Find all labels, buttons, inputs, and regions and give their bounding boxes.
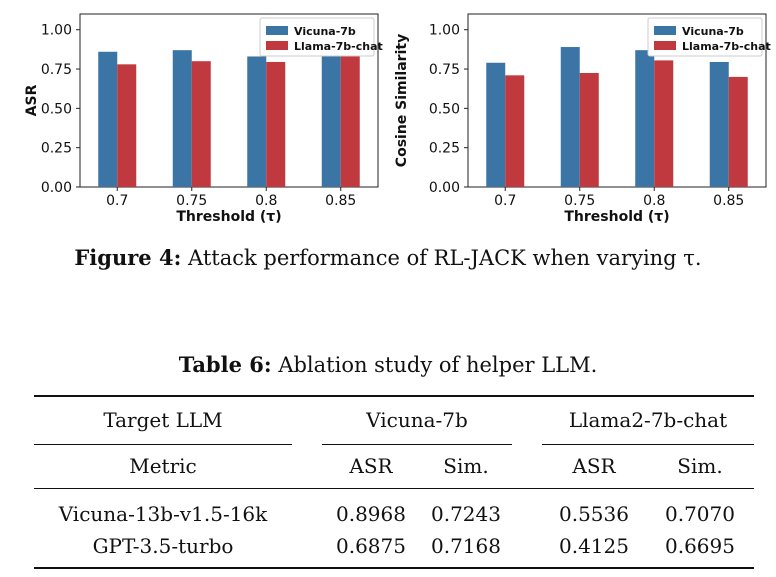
y-tick-label: 0.00 bbox=[429, 180, 460, 196]
y-tick-label: 0.75 bbox=[429, 62, 460, 78]
legend-label: Vicuna-7b bbox=[682, 25, 744, 38]
x-tick-label: 0.85 bbox=[325, 193, 356, 209]
bar-vicuna bbox=[486, 62, 506, 187]
bar-llama bbox=[654, 60, 674, 187]
legend-box bbox=[647, 17, 763, 57]
x-tick-label: 0.75 bbox=[564, 193, 595, 209]
cell-vicuna-asr: 0.6875 bbox=[336, 533, 406, 558]
bar-llama bbox=[505, 75, 525, 187]
y-tick-label: 0.50 bbox=[429, 101, 460, 117]
bar-llama bbox=[191, 61, 211, 187]
legend-swatch bbox=[654, 41, 676, 50]
y-tick-label: 0.25 bbox=[429, 141, 460, 157]
vicuna-asr-header: ASR bbox=[349, 454, 393, 478]
table-header-row-1: Target LLM Vicuna-7b Llama2-7b-chat bbox=[34, 396, 754, 445]
bar-vicuna bbox=[98, 51, 118, 187]
cell-llama-asr: 0.4125 bbox=[559, 533, 629, 558]
table-caption-label: Table 6: bbox=[178, 352, 272, 377]
table-caption: Table 6: Ablation study of helper LLM. bbox=[0, 352, 776, 377]
figure-caption-text: Attack performance of RL-JACK when varyi… bbox=[188, 246, 702, 270]
bar-vicuna bbox=[560, 47, 580, 188]
legend-box bbox=[259, 17, 375, 57]
cell-llama-sim: 0.7070 bbox=[665, 502, 735, 527]
x-axis-title: Threshold (τ) bbox=[176, 209, 281, 225]
cosine-similarity-bar-chart: 0.00 0.25 0.50 0.75 1.00 0.7 0.75 0.8 0.85 Thresh… bbox=[394, 13, 771, 225]
row-model-name: Vicuna-13b-v1.5-16k bbox=[58, 502, 268, 527]
metric-header: Metric bbox=[129, 454, 197, 478]
legend-swatch bbox=[266, 41, 288, 50]
x-tick-label: 0.8 bbox=[255, 193, 277, 209]
bar-vicuna bbox=[247, 56, 267, 187]
vicuna-sim-header: Sim. bbox=[443, 454, 489, 478]
bar-llama bbox=[266, 61, 286, 187]
bar-vicuna bbox=[172, 50, 192, 187]
bar-llama bbox=[728, 76, 748, 187]
y-tick-label: 1.00 bbox=[429, 23, 460, 39]
cell-vicuna-sim: 0.7168 bbox=[431, 533, 501, 558]
plot-frame bbox=[79, 13, 379, 188]
legend-label: Vicuna-7b bbox=[294, 25, 356, 38]
table-caption-text: Ablation study of helper LLM. bbox=[278, 353, 598, 377]
y-tick-label: 1.00 bbox=[41, 23, 72, 39]
table-header-row-2: Metric ASR Sim. ASR Sim. bbox=[34, 444, 754, 488]
table-row: Vicuna-13b-v1.5-16k 0.8968 0.7243 0.5536… bbox=[34, 488, 754, 530]
llama-sim-header: Sim. bbox=[677, 454, 723, 478]
row-model-name: GPT-3.5-turbo bbox=[92, 533, 234, 558]
cell-vicuna-asr: 0.8968 bbox=[336, 502, 406, 527]
y-tick-label: 0.25 bbox=[41, 141, 72, 157]
llama-asr-header: ASR bbox=[572, 454, 616, 478]
figure-caption: Figure 4: Attack performance of RL-JACK … bbox=[0, 245, 776, 270]
target-llm-header: Target LLM bbox=[34, 396, 292, 445]
y-tick-label: 0.50 bbox=[41, 101, 72, 117]
x-tick-label: 0.7 bbox=[106, 193, 128, 209]
y-axis-title: ASR bbox=[24, 84, 40, 116]
bar-llama bbox=[340, 56, 360, 187]
x-tick-label: 0.7 bbox=[494, 193, 516, 209]
plot-frame bbox=[467, 13, 767, 188]
vicuna-7b-header: Vicuna-7b bbox=[322, 396, 512, 445]
legend-label: Llama-7b-chat bbox=[682, 40, 771, 53]
cell-llama-asr: 0.5536 bbox=[559, 502, 629, 527]
cell-vicuna-sim: 0.7243 bbox=[431, 502, 501, 527]
bar-vicuna bbox=[635, 50, 655, 187]
y-tick-label: 0.00 bbox=[41, 180, 72, 196]
x-axis-title: Threshold (τ) bbox=[564, 209, 669, 225]
bar-vicuna bbox=[321, 55, 341, 187]
y-axis-title: Cosine Similarity bbox=[394, 34, 410, 167]
asr-bar-chart: 0.00 0.25 0.50 0.75 1.00 0.7 0.75 0.8 0.85 Thresh… bbox=[24, 13, 383, 225]
ablation-table: Target LLM Vicuna-7b Llama2-7b-chat Metr… bbox=[34, 395, 754, 569]
table-row: GPT-3.5-turbo 0.6875 0.7168 0.4125 0.669… bbox=[34, 530, 754, 568]
cell-llama-sim: 0.6695 bbox=[665, 533, 735, 558]
x-tick-label: 0.85 bbox=[713, 193, 744, 209]
legend-swatch bbox=[266, 26, 288, 35]
bar-vicuna bbox=[709, 61, 729, 187]
legend-swatch bbox=[654, 26, 676, 35]
figure-caption-label: Figure 4: bbox=[74, 245, 182, 270]
x-tick-label: 0.75 bbox=[176, 193, 207, 209]
legend-label: Llama-7b-chat bbox=[294, 40, 383, 53]
x-tick-label: 0.8 bbox=[643, 193, 665, 209]
llama2-7b-chat-header: Llama2-7b-chat bbox=[542, 396, 754, 445]
bar-llama bbox=[117, 64, 137, 187]
bar-llama bbox=[579, 72, 599, 187]
y-tick-label: 0.75 bbox=[41, 62, 72, 78]
